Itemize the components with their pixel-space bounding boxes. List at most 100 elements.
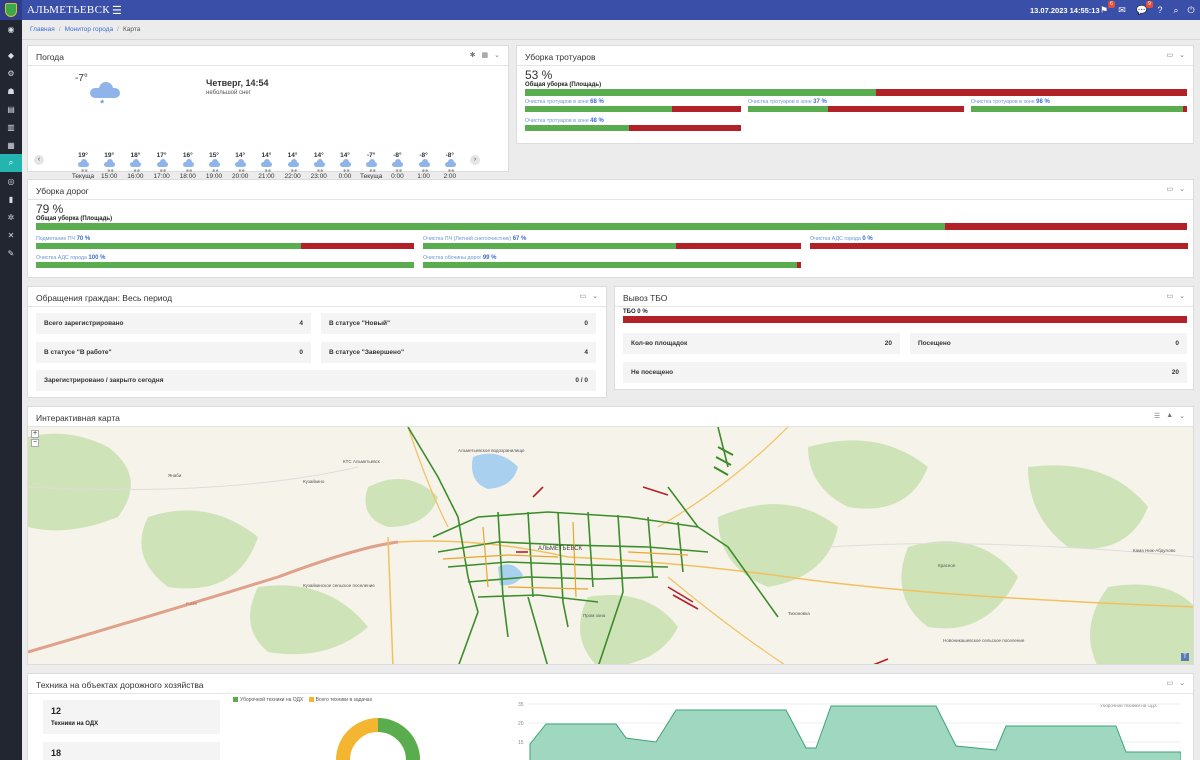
- appeals-in-progress-stat: В статусе "В работе" 0: [36, 342, 311, 363]
- machinery-donut-chart: [336, 718, 420, 760]
- settings-icon[interactable]: ✱: [469, 52, 476, 59]
- forecast-hour: 14° ❄❄ 0:00: [332, 152, 358, 181]
- weather-body: -7° * Четверг, 14:54 небольшой снег 19° ❄…: [28, 65, 508, 188]
- forecast-time: 18:00: [179, 173, 196, 180]
- road-item-bar: [36, 262, 414, 268]
- sidewalk-zone-bar: [748, 106, 964, 112]
- snow-cloud-icon: *: [90, 82, 120, 110]
- weather-tools: ✱ ▦ ⌄: [470, 51, 500, 59]
- map-label-kama: Кама Ниж-Абдулово: [1133, 548, 1176, 553]
- breadcrumb-monitor[interactable]: Монитор города: [64, 26, 114, 33]
- chat-icon[interactable]: 💬 9: [1135, 1, 1153, 17]
- forecast-hour: 14° ❄❄ 23:00: [306, 152, 332, 181]
- list-icon[interactable]: ☰: [1153, 413, 1161, 420]
- chevron-down-icon[interactable]: ⌄: [1179, 680, 1185, 687]
- svg-text:35: 35: [518, 702, 524, 708]
- forecast-hour: 19° ❄❄ 15:00: [96, 152, 122, 181]
- forecast-hour: -8° ❄❄ 2:00: [437, 152, 463, 181]
- sidebar-cube-icon[interactable]: ◆: [7, 50, 15, 60]
- sidewalk-zone-label: Очистка тротуаров в зоне 48 %: [525, 118, 604, 124]
- map-icon[interactable]: ▭: [579, 293, 587, 300]
- appeals-new-stat: В статусе "Новый" 0: [321, 313, 596, 334]
- sidewalk-zone-label: Очистка тротуаров в зоне 37 %: [748, 99, 827, 105]
- map-label-kuzaykino2: Кузайкинское сельское поселение: [303, 582, 375, 588]
- layers-icon[interactable]: ▲: [1166, 412, 1174, 419]
- forecast-temp: 14°: [235, 152, 246, 159]
- roads-title: Уборка дорог: [36, 186, 89, 196]
- forecast-temp: 15°: [209, 152, 219, 159]
- sidewalk-total-percent: 53 %: [525, 68, 553, 82]
- snow-cloud-icon: ❄❄: [332, 159, 358, 173]
- flag-icon[interactable]: ⚑ 6: [1097, 1, 1115, 17]
- forecast-temp: 14°: [261, 152, 272, 159]
- chevron-down-icon[interactable]: ⌄: [592, 293, 598, 300]
- forecast-time: 16:00: [127, 173, 144, 180]
- map-icon[interactable]: ▭: [1166, 293, 1174, 300]
- chevron-down-icon[interactable]: ⌄: [1179, 293, 1185, 300]
- forecast-time: 20:00: [232, 173, 249, 180]
- map-icon[interactable]: ▭: [1166, 52, 1174, 59]
- interactive-map-panel: Интерактивная карта ☰ ▲ ⌄: [27, 406, 1194, 665]
- city-map[interactable]: АЛЬМЕТЬЕВСК Альметьевское водохранилище …: [28, 427, 1193, 664]
- legend-cleaning[interactable]: Уборочной техники на ОДХ: [240, 697, 304, 703]
- sidewalk-zone-label: Очистка тротуаров в зоне 98 %: [971, 99, 1050, 105]
- chevron-down-icon[interactable]: ⌄: [1179, 52, 1185, 59]
- current-datetime: 13.07.2023 14:55:13: [1030, 6, 1100, 15]
- snow-cloud-icon: ❄❄: [384, 159, 410, 173]
- calendar-icon[interactable]: ▦: [481, 52, 489, 59]
- legend-total[interactable]: Всего техники в задачах: [315, 697, 373, 703]
- prev-hours-button[interactable]: ‹: [34, 155, 44, 165]
- map-info-icon[interactable]: T: [1181, 653, 1189, 661]
- sidebar-list-icon[interactable]: ▤: [7, 104, 15, 114]
- snow-cloud-icon: ❄❄: [201, 159, 227, 173]
- forecast-hour: 14° ❄❄ 20:00: [227, 152, 253, 181]
- chevron-down-icon[interactable]: ⌄: [494, 52, 500, 59]
- sidewalk-title: Уборка тротуаров: [525, 52, 596, 62]
- sidebar-map-icon[interactable]: ▦: [7, 140, 15, 150]
- power-icon[interactable]: ⏻: [1187, 5, 1195, 15]
- help-icon[interactable]: ?: [1157, 5, 1163, 15]
- sidebar-gear-icon[interactable]: ⚙: [7, 68, 15, 78]
- search-icon[interactable]: ⌕: [1173, 5, 1179, 15]
- sidebar-users-icon[interactable]: ☗: [7, 86, 15, 96]
- sidewalk-cleaning-panel: Уборка тротуаров ▭ ⌄ 53 % Общая уборка (П…: [516, 45, 1194, 144]
- sidebar-chart-icon[interactable]: ▥: [7, 122, 15, 132]
- snow-cloud-icon: ❄❄: [175, 159, 201, 173]
- forecast-time: 19:00: [205, 173, 223, 180]
- forecast-time: 21:00: [258, 173, 275, 180]
- zoom-out-button[interactable]: −: [31, 439, 39, 447]
- sidebar: ◉ ◆ ⚙ ☗ ▤ ▥ ▦ ⌕ ◎ ▮ ✲ ✕ ✎: [0, 20, 22, 760]
- sidebar-settings-icon[interactable]: ✲: [7, 212, 15, 222]
- city-logo[interactable]: [0, 0, 22, 20]
- snow-cloud-icon: ❄❄: [411, 159, 437, 173]
- notification-badge: 6: [1108, 1, 1115, 8]
- forecast-time: 0:00: [391, 173, 404, 180]
- sidebar-search-icon[interactable]: ⌕: [0, 154, 22, 172]
- menu-icon[interactable]: ☰: [112, 5, 122, 17]
- sidebar-dashboard-icon[interactable]: ◉: [7, 24, 15, 34]
- map-icon[interactable]: ▭: [1166, 186, 1174, 193]
- map-label-krasnoe: Красное: [938, 563, 956, 568]
- map-icon[interactable]: ▭: [1166, 680, 1174, 687]
- forecast-hour: 15° ❄❄ 19:00: [201, 152, 227, 181]
- mail-icon[interactable]: ✉: [1118, 5, 1126, 15]
- zoom-in-button[interactable]: +: [31, 430, 39, 438]
- forecast-time: 1:00: [417, 173, 430, 180]
- breadcrumb-home[interactable]: Главная: [30, 26, 55, 33]
- chevron-down-icon[interactable]: ⌄: [1179, 186, 1185, 193]
- next-hours-button[interactable]: ›: [470, 155, 480, 165]
- snow-cloud-icon: ❄❄: [227, 159, 253, 173]
- machinery-title: Техника на объектах дорожного хозяйства: [36, 680, 204, 690]
- snow-cloud-icon: ❄❄: [253, 159, 279, 173]
- map-label-prom-zona: Пром зона: [583, 613, 606, 618]
- sidebar-eye-icon[interactable]: ◎: [7, 176, 15, 186]
- chat-badge: 9: [1146, 1, 1153, 8]
- forecast-temp: -7°: [366, 152, 376, 159]
- sidebar-tools-icon[interactable]: ✕: [7, 230, 15, 240]
- chevron-down-icon[interactable]: ⌄: [1179, 413, 1185, 420]
- sidebar-truck-icon[interactable]: ▮: [8, 194, 14, 204]
- map-label-kuzaykino: Кузайкино: [303, 478, 325, 484]
- sidebar-pen-icon[interactable]: ✎: [7, 248, 15, 258]
- series-legend: Уборочной техники на ОДХ: [1100, 703, 1157, 708]
- forecast-hour: 14° ❄❄ 21:00: [253, 152, 279, 181]
